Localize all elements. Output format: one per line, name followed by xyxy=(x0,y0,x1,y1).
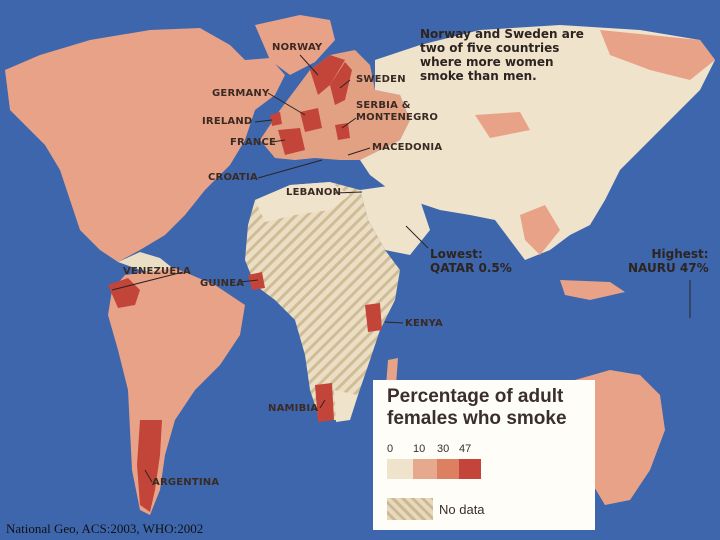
asia xyxy=(360,25,715,260)
lowest-label: Lowest: xyxy=(430,247,483,261)
label-namibia: NAMIBIA xyxy=(268,403,319,414)
annotation-lowest: Lowest: QATAR 0.5% xyxy=(430,247,512,275)
highest-label: Highest: xyxy=(651,247,709,261)
label-guinea: GUINEA xyxy=(200,278,245,289)
russia-east xyxy=(600,30,715,80)
legend-swatch-low xyxy=(387,459,413,479)
country-venezuela xyxy=(108,278,140,308)
annotation-highest: Highest: NAURU 47% xyxy=(628,247,709,275)
label-lebanon: LEBANON xyxy=(286,187,342,198)
north-america xyxy=(5,28,285,262)
country-france xyxy=(278,128,305,155)
country-germany xyxy=(300,108,322,132)
australia xyxy=(572,370,665,505)
label-ireland: IRELAND xyxy=(202,116,253,127)
country-norway xyxy=(310,55,345,95)
country-serbia xyxy=(335,123,350,140)
arabia xyxy=(360,185,430,255)
legend-tick-47: 47 xyxy=(459,443,472,455)
annotation-norway-sweden: Norway and Sweden are two of five countr… xyxy=(420,27,584,83)
label-serbia-montenegro: SERBIA & MONTENEGRO xyxy=(356,100,439,123)
legend-tick-30: 30 xyxy=(437,443,450,455)
label-kenya: KENYA xyxy=(405,318,443,329)
legend-swatch-high xyxy=(437,459,459,479)
indonesia xyxy=(560,280,625,300)
mongolia xyxy=(475,112,530,138)
madagascar xyxy=(386,358,398,386)
legend-title: Percentage of adult females who smoke xyxy=(387,386,567,429)
country-sweden xyxy=(330,62,352,105)
label-norway: NORWAY xyxy=(272,42,323,53)
country-namibia xyxy=(315,383,334,422)
label-argentina: ARGENTINA xyxy=(152,477,220,488)
label-germany: GERMANY xyxy=(212,88,270,99)
southern-africa xyxy=(334,390,358,422)
lowest-value: QATAR 0.5% xyxy=(430,261,512,275)
country-guinea xyxy=(248,272,265,290)
southeast-asia xyxy=(520,205,560,255)
label-macedonia: MACEDONIA xyxy=(372,142,443,153)
legend-no-data-label: No data xyxy=(439,502,485,517)
label-croatia: CROATIA xyxy=(208,172,258,183)
country-kenya xyxy=(365,303,382,332)
legend-tick-10: 10 xyxy=(413,443,426,455)
central-america xyxy=(118,252,175,275)
legend-swatch-mid xyxy=(413,459,437,479)
highest-value: NAURU 47% xyxy=(628,261,709,275)
country-argentina xyxy=(137,420,162,512)
leader-lines xyxy=(111,54,691,483)
legend-swatch-no-data xyxy=(387,498,433,520)
label-france: FRANCE xyxy=(230,137,277,148)
legend-tick-0: 0 xyxy=(387,443,394,455)
legend-swatch-top xyxy=(459,459,481,479)
legend: Percentage of adult females who smoke 0 … xyxy=(373,380,595,530)
greenland xyxy=(255,15,335,75)
north-africa xyxy=(255,182,350,222)
label-venezuela: VENEZUELA xyxy=(123,266,191,277)
label-sweden: SWEDEN xyxy=(356,74,406,85)
africa xyxy=(245,182,400,420)
country-ireland xyxy=(270,112,282,126)
source-credit: National Geo, ACS:2003, WHO:2002 xyxy=(6,521,204,536)
